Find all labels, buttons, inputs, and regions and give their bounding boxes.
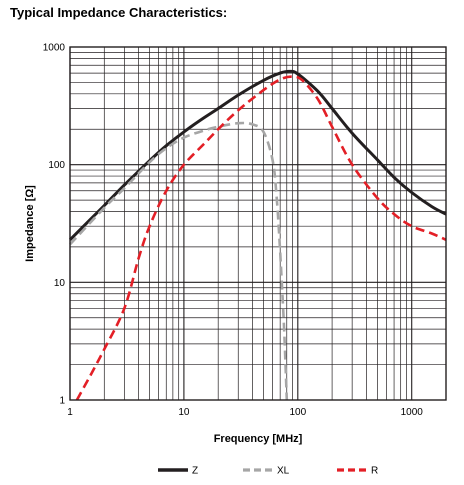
legend-label-xl: XL (277, 466, 290, 477)
y-tick-label: 100 (48, 160, 65, 171)
x-axis-label: Frequency [MHz] (214, 433, 303, 445)
tick-labels: 1 10 100 1000 1 10 100 1000 (43, 43, 424, 419)
y-axis-label: Impedance [Ω] (24, 185, 36, 262)
plot-frame (69, 46, 447, 401)
x-tick-label: 1 (67, 407, 73, 418)
series-line-r (75, 75, 447, 401)
legend: Z XL R (158, 466, 378, 477)
y-tick-label: 10 (54, 278, 66, 289)
series-layer (68, 69, 447, 401)
x-tick-label: 100 (289, 407, 306, 418)
y-tick-label: 1000 (43, 43, 66, 54)
chart-title: Typical Impedance Characteristics: (10, 5, 228, 20)
series-line-z (68, 69, 447, 241)
series-line-xl (69, 121, 289, 401)
x-tick-label: 10 (178, 407, 190, 418)
legend-label-z: Z (192, 466, 198, 477)
y-tick-label: 1 (59, 396, 65, 407)
x-tick-label: 1000 (401, 407, 424, 418)
legend-label-r: R (371, 466, 378, 477)
grid (69, 47, 447, 401)
